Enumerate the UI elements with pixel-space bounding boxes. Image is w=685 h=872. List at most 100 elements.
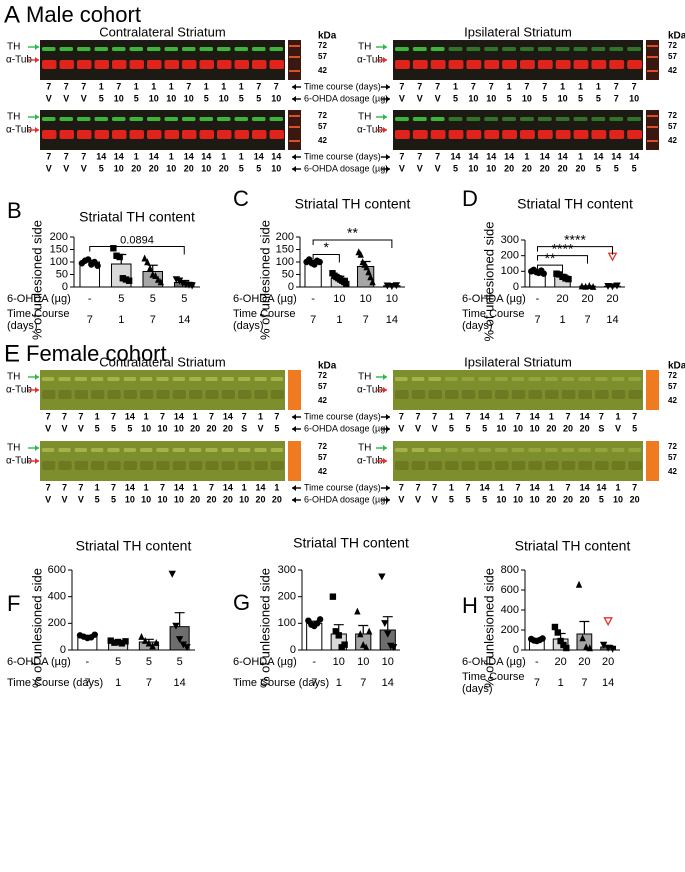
th-band [430, 117, 445, 121]
panel-letter: H [462, 593, 478, 618]
y-tick-label: 100 [276, 256, 294, 268]
tub-band [156, 390, 170, 399]
blot-image [40, 40, 285, 80]
th-band [147, 117, 161, 121]
tub-band [172, 390, 186, 399]
th-label: TH [358, 112, 371, 123]
y-tick-label: 0 [513, 644, 519, 656]
th-band [395, 47, 409, 51]
tub-band [164, 60, 179, 69]
lane-time: 7 [209, 411, 214, 421]
lane-time: 14 [530, 411, 540, 421]
lane-time: 14 [611, 151, 621, 161]
marker-label: 57 [318, 382, 327, 391]
th-band [591, 117, 606, 121]
data-point [94, 262, 101, 269]
dose-label: 20 [602, 656, 614, 668]
th-band [147, 47, 161, 51]
lane-time: 7 [515, 482, 520, 492]
arrow-head [383, 374, 387, 380]
th-band [182, 47, 196, 51]
th-band [221, 377, 234, 381]
th-band [205, 448, 218, 452]
th-band [609, 47, 624, 51]
dose-label: 10 [333, 656, 345, 668]
data-point [554, 629, 561, 636]
lane-dose: 20 [563, 423, 573, 433]
arrow-head [383, 387, 387, 393]
th-band [112, 117, 126, 121]
significance-label: * [324, 239, 330, 255]
time-row-label: (days) [233, 320, 264, 332]
th-band [189, 448, 202, 452]
tub-band [107, 461, 121, 470]
th-band [129, 117, 143, 121]
th-band [428, 377, 441, 381]
tub-band [217, 60, 232, 69]
lane-dose: V [78, 423, 84, 433]
data-point [168, 570, 176, 578]
tub-band [123, 390, 137, 399]
lane-time: 7 [242, 411, 247, 421]
lane-dose: 20 [223, 423, 233, 433]
lane-dose: V [435, 93, 441, 103]
lane-time: 14 [255, 482, 265, 492]
lane-dose: V [615, 423, 621, 433]
th-band [140, 377, 153, 381]
arrow-head [383, 445, 387, 451]
th-band [466, 47, 481, 51]
th-label: TH [7, 372, 20, 383]
lane-time: 14 [593, 151, 603, 161]
lane-time: 7 [435, 151, 440, 161]
th-band [609, 117, 624, 121]
lane-time: 1 [239, 151, 244, 161]
th-band [411, 448, 425, 452]
lane-time: 14 [184, 151, 194, 161]
tub-band [217, 130, 232, 139]
data-point [188, 282, 196, 290]
data-point [84, 256, 92, 263]
y-axis-label: % of unlesioned side [29, 568, 44, 688]
lane-time: 14 [223, 482, 233, 492]
lane-dose: 5 [111, 494, 116, 504]
time-label: 7 [534, 314, 540, 326]
lane-time: 7 [186, 81, 191, 91]
lane-time: 7 [46, 482, 51, 492]
th-band [94, 47, 108, 51]
data-point [141, 636, 149, 644]
arrow-head [383, 127, 387, 133]
tub-band [205, 390, 219, 399]
arrow-head [386, 96, 390, 102]
kda-label: kDa [668, 31, 685, 42]
dose-label: 5 [177, 656, 183, 668]
arrow-head [383, 44, 387, 50]
lane-dose: 5 [578, 93, 583, 103]
th-band [140, 448, 153, 452]
marker-label: 57 [318, 453, 327, 462]
blot-image [393, 110, 643, 150]
blot-title: Contralateral Striatum [99, 354, 225, 369]
arrow-head [386, 154, 390, 160]
lane-time: 14 [580, 411, 590, 421]
data-point [175, 636, 184, 644]
significance-bracket [312, 254, 340, 263]
dose-row-label: 6-OHDA (µg) [462, 293, 526, 305]
lane-dose: 5 [507, 93, 512, 103]
lane-time: 1 [99, 81, 104, 91]
marker-label: 57 [318, 52, 327, 61]
lane-time: 1 [134, 151, 139, 161]
tub-label: α-Tub [357, 456, 383, 467]
lane-time: 14 [149, 151, 159, 161]
lane-dose: V [415, 423, 421, 433]
data-point [183, 644, 191, 652]
arrow-head [35, 44, 39, 50]
lane-dose: 5 [99, 93, 104, 103]
tub-label: α-Tub [6, 456, 32, 467]
lane-dose: 5 [256, 93, 261, 103]
y-tick-label: 100 [50, 256, 68, 268]
th-band [112, 47, 126, 51]
y-tick-label: 800 [501, 564, 519, 576]
y-axis-label: % of unlesioned side [481, 568, 496, 688]
lane-dose: 10 [141, 423, 151, 433]
th-band [537, 47, 552, 51]
